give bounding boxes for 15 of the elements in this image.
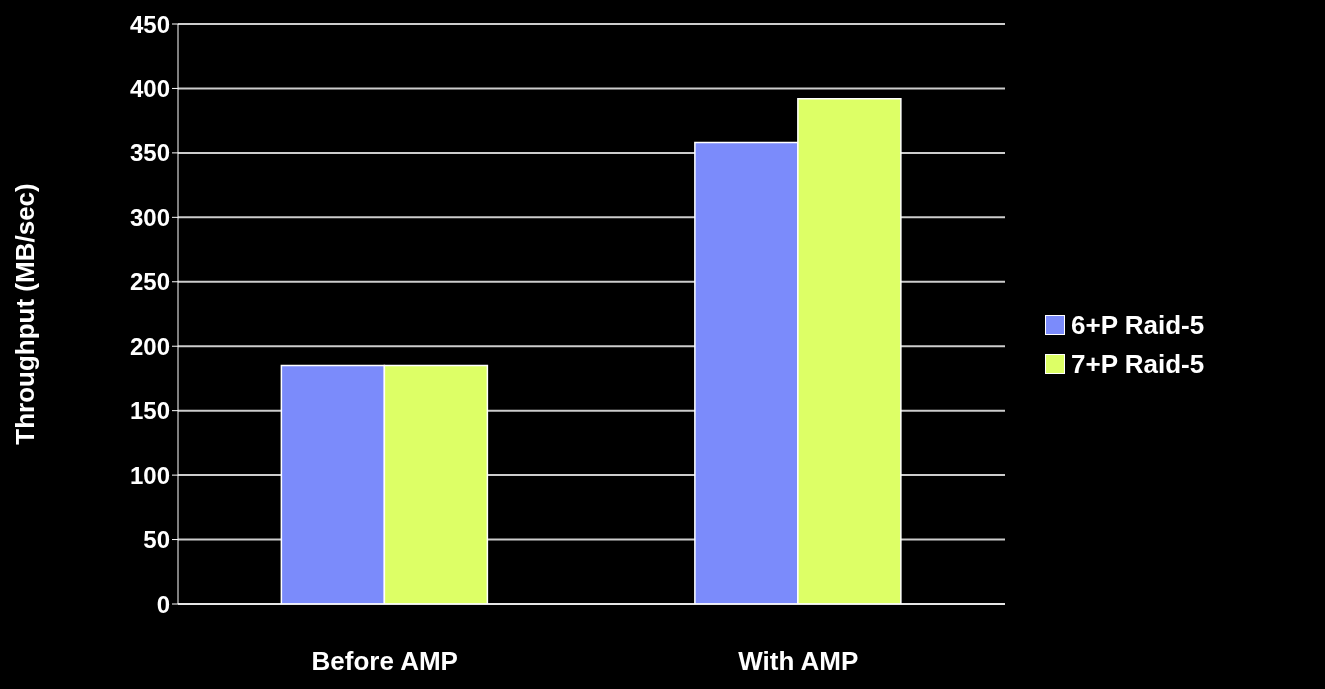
y-axis-title: Throughput (MB/sec) [10,183,41,445]
legend-label: 6+P Raid-5 [1071,309,1205,341]
y-tick-label: 400 [129,74,170,102]
y-tick-label: 50 [143,526,170,554]
y-tick-label: 450 [129,10,170,38]
y-tick-label: 0 [156,590,170,618]
y-tick-label: 300 [129,203,170,231]
y-tick-label: 150 [129,397,170,425]
y-tick-label: 350 [129,139,170,167]
legend-label: 7+P Raid-5 [1071,348,1205,380]
y-tick-label: 200 [129,332,170,360]
y-tick-label: 100 [129,461,170,489]
y-tick-label: 250 [129,268,170,296]
x-tick-label: With AMP [738,646,859,677]
x-tick-label: Before AMP [311,646,458,677]
